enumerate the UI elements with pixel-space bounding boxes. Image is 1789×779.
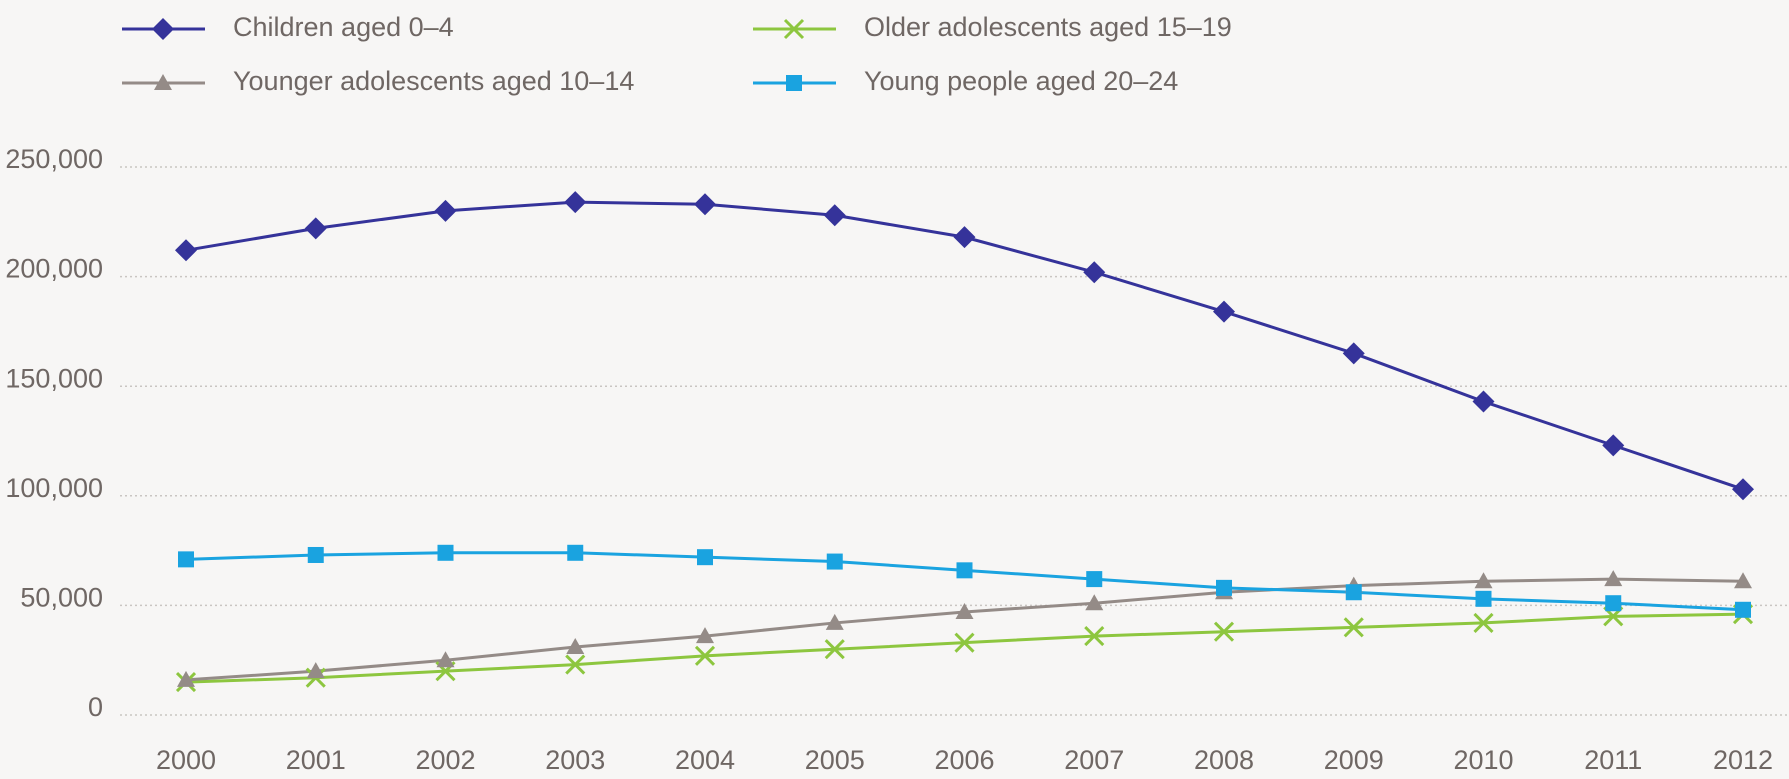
data-point [564, 191, 587, 214]
data-point [306, 662, 325, 679]
data-point [824, 639, 845, 660]
data-point [1083, 261, 1106, 284]
y-tick-label: 150,000 [5, 363, 103, 393]
data-point [823, 204, 846, 227]
y-tick-label: 250,000 [5, 144, 103, 174]
data-point [1602, 434, 1625, 457]
data-point [1472, 390, 1495, 413]
legend-marker [154, 74, 172, 90]
data-point [826, 553, 843, 570]
data-point [566, 638, 585, 655]
data-point [955, 602, 974, 619]
legend-marker [783, 18, 805, 40]
x-tick-label: 2006 [934, 745, 994, 775]
data-point [434, 199, 457, 222]
data-point [1734, 572, 1752, 589]
x-tick-label: 2001 [286, 745, 346, 775]
data-point [1086, 571, 1103, 588]
legend-marker [786, 75, 802, 91]
data-point [694, 645, 716, 666]
data-point [1213, 621, 1235, 642]
data-point [1084, 626, 1105, 647]
x-tick-label: 2003 [545, 745, 605, 775]
data-point [565, 654, 586, 675]
data-point [175, 239, 197, 262]
y-tick-label: 100,000 [5, 473, 103, 503]
data-point [694, 193, 716, 216]
data-point [1605, 595, 1622, 612]
data-point [567, 544, 584, 561]
data-point [1216, 579, 1232, 596]
legend-label: Older adolescents aged 15–19 [864, 12, 1232, 42]
y-tick-label: 0 [88, 692, 103, 722]
data-point [1213, 300, 1235, 323]
x-tick-label: 2009 [1324, 745, 1384, 775]
data-point [1735, 601, 1751, 618]
data-point [178, 551, 194, 568]
data-point [1345, 584, 1362, 601]
data-point [697, 549, 713, 566]
y-tick-label: 200,000 [5, 254, 103, 284]
data-point [956, 562, 973, 579]
y-tick-label: 50,000 [20, 583, 103, 613]
data-point [1343, 617, 1364, 638]
x-tick-label: 2004 [675, 745, 735, 775]
data-point [1085, 594, 1104, 611]
data-point [825, 613, 844, 630]
series-line [185, 577, 1744, 682]
x-tick-label: 2005 [805, 745, 865, 775]
x-tick-label: 2012 [1713, 745, 1773, 775]
data-point [1473, 612, 1494, 633]
data-point [436, 651, 455, 668]
legend-label: Children aged 0–4 [233, 12, 454, 42]
data-point [1342, 342, 1365, 365]
data-point [696, 627, 714, 644]
x-tick-label: 2008 [1194, 745, 1254, 775]
data-point [437, 544, 454, 561]
legend-label: Younger adolescents aged 10–14 [233, 66, 634, 96]
data-point [954, 632, 975, 653]
data-point [307, 546, 324, 563]
x-tick-label: 2000 [156, 745, 216, 775]
x-tick-label: 2007 [1064, 745, 1124, 775]
data-point [1732, 478, 1754, 501]
legend-marker [152, 18, 174, 40]
series-line [185, 612, 1744, 684]
legend-label: Young people aged 20–24 [864, 66, 1178, 96]
data-point [304, 217, 327, 240]
data-point [1474, 572, 1493, 589]
x-tick-label: 2010 [1453, 745, 1513, 775]
x-tick-label: 2002 [415, 745, 475, 775]
x-tick-label: 2011 [1584, 745, 1642, 775]
data-point [177, 670, 195, 687]
data-point [1604, 570, 1623, 587]
data-point [1475, 590, 1492, 607]
data-point [953, 226, 976, 249]
